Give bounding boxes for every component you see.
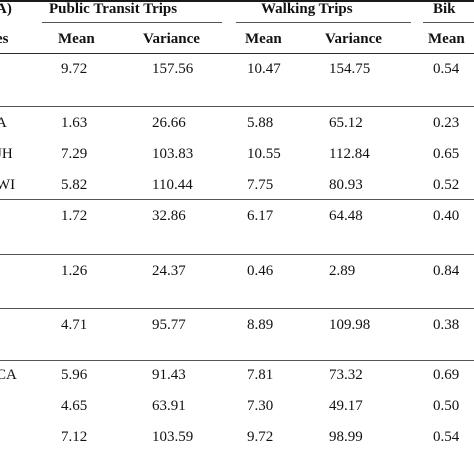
cell-walk-mean: 10.55 bbox=[247, 146, 281, 162]
cell-walk-mean: 10.47 bbox=[247, 61, 281, 77]
subheader-walk-mean: Mean bbox=[245, 31, 282, 47]
cell-bike-mean: 0.54 bbox=[433, 429, 460, 445]
group-header-walking: Walking Trips bbox=[261, 1, 353, 17]
cell-bike-mean: 0.65 bbox=[433, 146, 460, 162]
table-top-rule bbox=[0, 0, 474, 2]
cell-pt-mean: 7.12 bbox=[61, 429, 88, 445]
cell-pt-mean: 1.63 bbox=[61, 115, 88, 131]
cell-bike-mean: 0.84 bbox=[433, 263, 460, 279]
cell-walk-mean: 5.88 bbox=[247, 115, 274, 131]
cell-pt-variance: 26.66 bbox=[152, 115, 186, 131]
cell-bike-mean: 0.40 bbox=[433, 208, 460, 224]
cell-walk-variance: 154.75 bbox=[329, 61, 371, 77]
cell-pt-mean: 7.29 bbox=[61, 146, 88, 162]
subheader-pt-variance: Variance bbox=[143, 31, 200, 47]
row-separator-rule bbox=[0, 360, 474, 361]
group-header-public-transit: Public Transit Trips bbox=[49, 1, 178, 17]
cell-walk-mean: 9.72 bbox=[247, 429, 274, 445]
cell-walk-variance: 112.84 bbox=[329, 146, 370, 162]
subheader-pt-mean: Mean bbox=[58, 31, 95, 47]
subheader-bike-mean: Mean bbox=[428, 31, 465, 47]
row-separator-rule bbox=[0, 199, 474, 200]
cell-walk-variance: 65.12 bbox=[329, 115, 363, 131]
cell-pt-variance: 95.77 bbox=[152, 317, 186, 333]
cell-walk-mean: 7.75 bbox=[247, 177, 274, 193]
subheader-walk-variance: Variance bbox=[325, 31, 382, 47]
cell-walk-variance: 73.32 bbox=[329, 367, 363, 383]
row-separator-rule bbox=[0, 106, 474, 107]
group-header-bike: Bik bbox=[433, 1, 456, 17]
group-underline-bike bbox=[423, 22, 474, 23]
row-label: A bbox=[0, 115, 7, 131]
row-separator-rule bbox=[0, 308, 474, 309]
cell-walk-mean: 0.46 bbox=[247, 263, 274, 279]
row-separator-rule bbox=[0, 254, 474, 255]
cell-walk-variance: 2.89 bbox=[329, 263, 356, 279]
cell-walk-variance: 109.98 bbox=[329, 317, 371, 333]
cell-pt-mean: 1.72 bbox=[61, 208, 88, 224]
cell-pt-variance: 157.56 bbox=[152, 61, 194, 77]
cell-bike-mean: 0.52 bbox=[433, 177, 460, 193]
row-label: WI bbox=[0, 177, 16, 193]
cell-bike-mean: 0.50 bbox=[433, 398, 460, 414]
cell-pt-mean: 4.65 bbox=[61, 398, 88, 414]
cell-pt-mean: 5.82 bbox=[61, 177, 88, 193]
cell-bike-mean: 0.69 bbox=[433, 367, 460, 383]
group-underline-public-transit bbox=[42, 22, 222, 23]
header-bottom-rule bbox=[0, 53, 474, 54]
cell-walk-variance: 80.93 bbox=[329, 177, 363, 193]
cell-walk-variance: 98.99 bbox=[329, 429, 363, 445]
cell-bike-mean: 0.54 bbox=[433, 61, 460, 77]
cell-walk-mean: 7.81 bbox=[247, 367, 274, 383]
cell-pt-variance: 24.37 bbox=[152, 263, 186, 279]
group-underline-walking bbox=[236, 22, 411, 23]
cell-pt-mean: 5.96 bbox=[61, 367, 88, 383]
cell-pt-mean: 9.72 bbox=[61, 61, 88, 77]
cell-pt-mean: 1.26 bbox=[61, 263, 88, 279]
cell-bike-mean: 0.38 bbox=[433, 317, 460, 333]
cell-pt-variance: 103.83 bbox=[152, 146, 194, 162]
cell-pt-mean: 4.71 bbox=[61, 317, 88, 333]
cell-walk-variance: 49.17 bbox=[329, 398, 363, 414]
cell-pt-variance: 91.43 bbox=[152, 367, 186, 383]
row-header-fragment-1: A) bbox=[0, 1, 12, 17]
cell-walk-variance: 64.48 bbox=[329, 208, 363, 224]
cell-pt-variance: 103.59 bbox=[152, 429, 194, 445]
row-label: JH bbox=[0, 146, 13, 162]
row-header-fragment-2: es bbox=[0, 31, 9, 47]
row-label: CA bbox=[0, 367, 17, 383]
cell-pt-variance: 63.91 bbox=[152, 398, 186, 414]
cell-pt-variance: 32.86 bbox=[152, 208, 186, 224]
cell-pt-variance: 110.44 bbox=[152, 177, 193, 193]
cell-walk-mean: 6.17 bbox=[247, 208, 274, 224]
cell-bike-mean: 0.23 bbox=[433, 115, 460, 131]
cell-walk-mean: 8.89 bbox=[247, 317, 274, 333]
cell-walk-mean: 7.30 bbox=[247, 398, 274, 414]
